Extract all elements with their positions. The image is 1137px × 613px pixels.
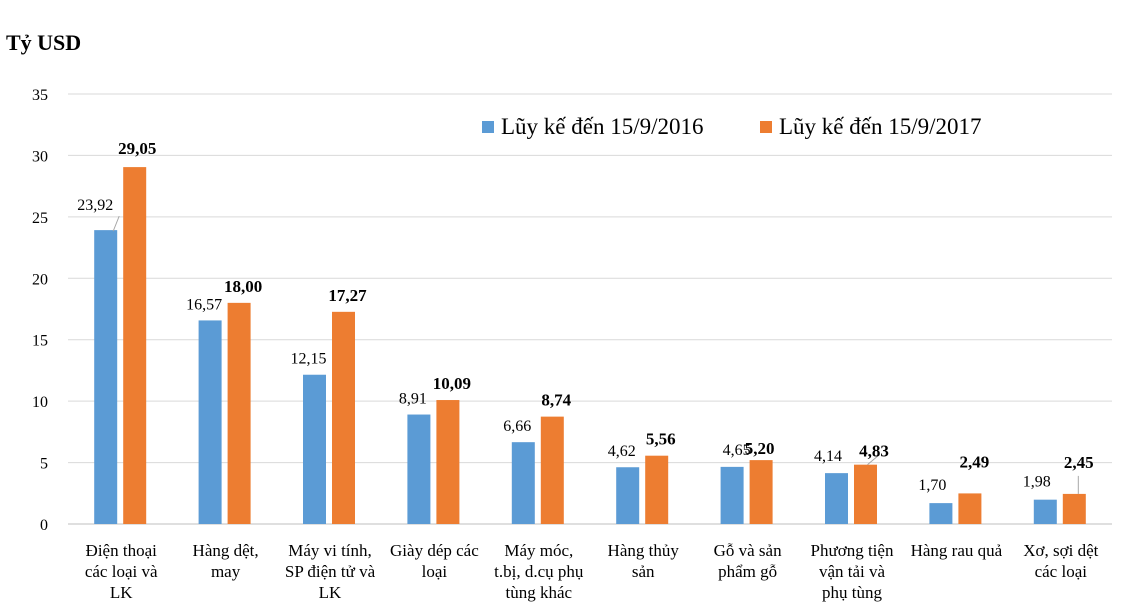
x-category-label: Máy móc, t.bị, d.cụ phụ tùng khác bbox=[494, 541, 584, 602]
y-axis-unit-label: Tỷ USD bbox=[6, 30, 82, 55]
x-category-label-line: các loại bbox=[1035, 562, 1088, 581]
data-label-2016: 4,65 bbox=[723, 442, 751, 459]
legend-swatch-2016 bbox=[482, 121, 494, 133]
x-category-label-line: Hàng rau quả bbox=[911, 541, 1003, 560]
y-tick-label: 10 bbox=[32, 394, 48, 411]
bar-2017 bbox=[1062, 493, 1086, 524]
data-label-2016: 4,14 bbox=[814, 448, 842, 465]
x-category-label: Điện thoại các loại và LK bbox=[85, 541, 158, 602]
bar-2016 bbox=[720, 466, 744, 524]
x-category-label-line: Gỗ và sản bbox=[714, 541, 782, 560]
y-tick-label: 25 bbox=[32, 210, 48, 227]
bar-2016 bbox=[303, 374, 326, 524]
x-category-label-line: t.bị, d.cụ phụ bbox=[494, 562, 584, 581]
gridlines bbox=[68, 93, 1112, 525]
x-category-label-line: phẩm gỗ bbox=[718, 562, 777, 581]
bar-2016 bbox=[1033, 499, 1057, 524]
data-label-2017: 5,20 bbox=[745, 439, 775, 458]
bar-2017 bbox=[958, 493, 982, 524]
x-category-label-line: LK bbox=[319, 583, 342, 602]
bars bbox=[94, 167, 1086, 524]
legend-label-2017: Lũy kế đến 15/9/2017 bbox=[779, 114, 982, 139]
bar-2016 bbox=[511, 442, 535, 524]
data-label-2016: 8,91 bbox=[399, 391, 427, 408]
legend: Lũy kế đến 15/9/2016 Lũy kế đến 15/9/2017 bbox=[482, 114, 982, 139]
y-tick-label: 20 bbox=[32, 271, 48, 288]
x-category-label-line: sản bbox=[632, 562, 655, 581]
x-category-label-line: phụ tùng bbox=[822, 583, 882, 602]
data-label-2017: 17,27 bbox=[328, 286, 367, 305]
data-label-2017: 5,56 bbox=[646, 430, 676, 449]
x-category-label-line: các loại và bbox=[85, 562, 158, 581]
y-axis: 0 5 10 15 20 25 30 35 bbox=[32, 87, 48, 534]
x-category-label-line: may bbox=[211, 562, 241, 581]
bar-2016 bbox=[929, 503, 953, 524]
x-category-label-line: Xơ, sợi dệt bbox=[1023, 541, 1098, 560]
y-tick-label: 35 bbox=[32, 87, 48, 104]
data-label-2017: 29,05 bbox=[118, 139, 156, 158]
leader-line bbox=[867, 454, 880, 466]
x-category-label-line: loại bbox=[422, 562, 448, 581]
leader-line bbox=[112, 215, 120, 232]
data-label-2016: 23,92 bbox=[77, 197, 113, 214]
x-category-label-line: SP điện tử và bbox=[285, 562, 376, 581]
x-category-label-line: Hàng thủy bbox=[608, 541, 680, 560]
y-tick-label: 15 bbox=[32, 333, 48, 350]
x-axis: Điện thoại các loại và LK Hàng dệt, may Máy v… bbox=[85, 541, 1099, 602]
x-category-label-line: Giày dép các bbox=[390, 541, 479, 560]
data-label-2017: 2,49 bbox=[960, 452, 990, 471]
data-label-2016: 16,57 bbox=[186, 296, 222, 313]
legend-swatch-2017 bbox=[760, 121, 772, 133]
x-category-label: Hàng thủy sản bbox=[608, 541, 680, 581]
x-category-label-line: Máy vi tính, bbox=[288, 541, 372, 560]
bar-2017 bbox=[332, 311, 355, 524]
y-tick-label: 30 bbox=[32, 148, 48, 165]
x-category-label: Xơ, sợi dệt các loại bbox=[1023, 541, 1098, 581]
data-label-2016: 1,70 bbox=[918, 477, 946, 494]
y-tick-label: 0 bbox=[40, 517, 48, 534]
x-category-label-line: Máy móc, bbox=[504, 541, 573, 560]
bar-2016 bbox=[198, 320, 222, 524]
bar-2017 bbox=[645, 455, 669, 524]
data-label-2016: 4,62 bbox=[608, 443, 636, 460]
bar-2017 bbox=[540, 416, 564, 524]
data-label-2017: 4,83 bbox=[859, 442, 889, 461]
x-category-label: Hàng dệt, may bbox=[193, 541, 259, 581]
bar-2017 bbox=[123, 167, 147, 524]
x-category-label-line: vận tải và bbox=[819, 562, 886, 581]
x-category-label-line: Điện thoại bbox=[86, 541, 158, 560]
data-label-2016: 6,66 bbox=[503, 418, 531, 435]
x-category-label: Giày dép các loại bbox=[390, 541, 479, 581]
bar-2017 bbox=[227, 302, 251, 524]
x-category-label: Hàng rau quả bbox=[911, 541, 1003, 560]
legend-label-2016: Lũy kế đến 15/9/2016 bbox=[501, 114, 704, 139]
bar-2016 bbox=[616, 467, 640, 524]
bar-2016 bbox=[94, 230, 118, 524]
x-category-label-line: LK bbox=[110, 583, 133, 602]
x-category-label-line: tùng khác bbox=[506, 583, 573, 602]
data-label-2017: 10,09 bbox=[433, 374, 471, 393]
x-category-label: Phương tiện vận tải và phụ tùng bbox=[811, 541, 894, 602]
bar-2016 bbox=[825, 473, 848, 524]
data-label-2017: 8,74 bbox=[541, 391, 571, 410]
x-category-label: Máy vi tính, SP điện tử và LK bbox=[285, 541, 376, 602]
x-category-label: Gỗ và sản phẩm gỗ bbox=[714, 541, 782, 581]
data-label-2016: 1,98 bbox=[1023, 474, 1051, 491]
x-category-label-line: Phương tiện bbox=[811, 541, 894, 560]
bar-2017 bbox=[749, 460, 773, 524]
data-label-2016: 12,15 bbox=[291, 351, 327, 368]
bar-2017 bbox=[854, 464, 877, 524]
y-tick-label: 5 bbox=[40, 456, 48, 473]
data-label-2017: 2,45 bbox=[1064, 453, 1094, 472]
bar-2016 bbox=[407, 414, 431, 524]
x-category-label-line: Hàng dệt, bbox=[193, 541, 259, 560]
bar-2017 bbox=[436, 400, 460, 524]
data-label-2017: 18,00 bbox=[224, 277, 262, 296]
